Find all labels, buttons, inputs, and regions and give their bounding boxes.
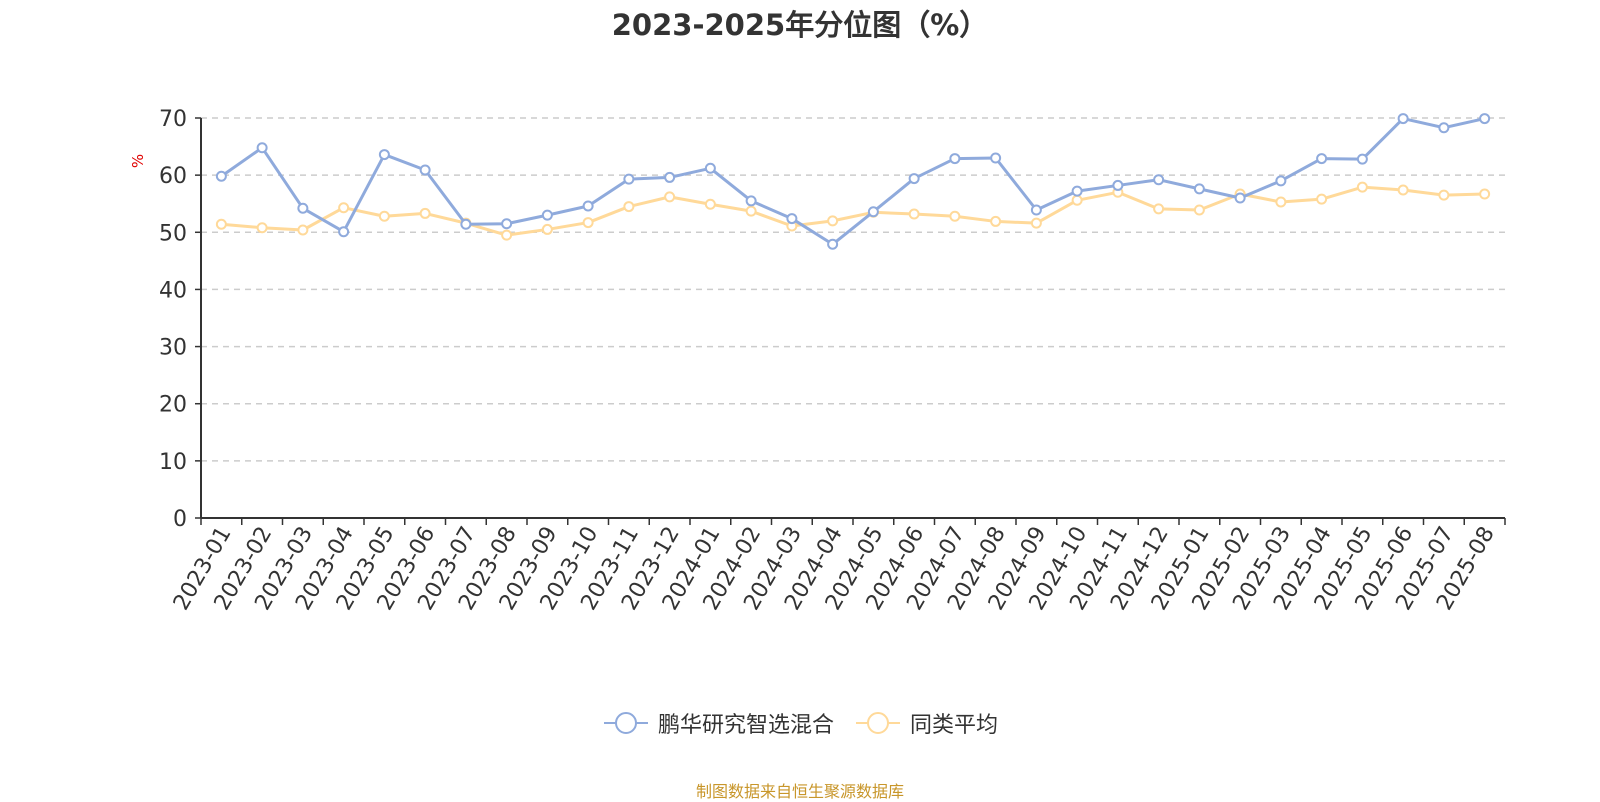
data-point-1 [1438,122,1450,134]
data-point-2 [1275,196,1287,208]
legend-label: 鹏华研究智选混合 [657,713,834,738]
data-point-2 [297,224,309,236]
y-tick-label: 60 [159,164,187,189]
data-point-1 [827,238,839,250]
data-point-2 [338,202,350,214]
data-source-note: 制图数据来自恒生聚源数据库 [695,782,904,801]
data-point-1 [1193,183,1205,195]
data-point-2 [990,215,1002,227]
data-point-2 [256,222,268,234]
y-tick-label: 50 [159,221,187,246]
y-tick-label: 30 [159,336,187,361]
data-point-2 [501,229,513,241]
data-point-1 [664,171,676,183]
data-point-1 [1397,113,1409,125]
data-point-1 [908,173,920,185]
data-point-1 [338,226,350,238]
line-chart: 0102030405060702023-012023-022023-032023… [159,107,1506,615]
data-point-1 [582,200,594,212]
data-point-1 [786,213,798,225]
data-point-1 [460,218,472,230]
data-point-1 [1030,204,1042,216]
series-line-2 [221,185,1485,237]
data-point-2 [827,215,839,227]
data-point-2 [949,210,961,222]
data-point-2 [419,207,431,219]
y-tick-label: 20 [159,393,187,418]
data-point-2 [1316,193,1328,205]
legend: 鹏华研究智选混合 同类平均 [0,707,1600,739]
legend-label: 同类平均 [910,713,999,738]
data-point-1 [256,142,268,154]
data-point-2 [623,201,635,213]
data-point-2 [582,217,594,229]
data-point-2 [1356,181,1368,193]
legend-marker-icon [856,712,900,734]
data-point-2 [664,191,676,203]
data-point-1 [1479,113,1491,125]
y-tick-label: 40 [159,278,187,303]
data-point-1 [745,195,757,207]
data-point-1 [1112,179,1124,191]
data-point-1 [1071,185,1083,197]
data-point-1 [1356,153,1368,165]
data-point-2 [1071,194,1083,206]
data-point-2 [908,208,920,220]
data-point-1 [1316,153,1328,165]
data-point-1 [1234,192,1246,204]
data-point-1 [867,206,879,218]
data-point-2 [745,205,757,217]
data-point-1 [501,218,513,230]
data-point-1 [297,202,309,214]
y-tick-label: 0 [173,507,187,532]
data-point-2 [1030,217,1042,229]
data-point-2 [541,223,553,235]
data-point-1 [949,153,961,165]
data-point-1 [215,170,227,182]
data-point-1 [990,152,1002,164]
legend-item-series-2[interactable]: 同类平均 [854,707,998,739]
data-point-1 [1153,174,1165,186]
data-point-2 [1397,184,1409,196]
series-line-1 [220,117,1485,246]
data-point-1 [1275,175,1287,187]
data-point-2 [1438,189,1450,201]
data-point-1 [419,164,431,176]
data-point-1 [704,162,716,174]
y-tick-label: 10 [159,450,187,475]
y-tick-label: 70 [159,107,187,132]
data-point-1 [623,173,635,185]
data-point-2 [378,210,390,222]
data-point-2 [1193,204,1205,216]
legend-item-series-1[interactable]: 鹏华研究智选混合 [602,707,834,739]
legend-circle [867,712,889,734]
legend-circle [614,712,637,734]
data-point-1 [378,149,390,161]
data-point-2 [1479,188,1491,200]
legend-marker-icon [603,712,648,734]
chart-title: 2023-2025年分位图（%） [611,8,989,42]
data-point-2 [704,198,716,210]
data-point-1 [541,209,553,221]
data-point-2 [1153,203,1165,215]
data-point-2 [215,218,227,230]
